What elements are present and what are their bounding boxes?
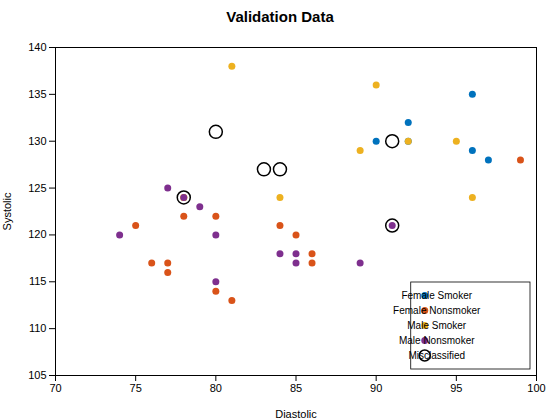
svg-text:Female Smoker: Female Smoker xyxy=(401,290,472,301)
svg-text:90: 90 xyxy=(370,382,382,394)
svg-text:Male Nonsmoker: Male Nonsmoker xyxy=(399,335,475,346)
svg-text:Male Smoker: Male Smoker xyxy=(407,320,467,331)
svg-text:105: 105 xyxy=(28,369,46,381)
svg-text:120: 120 xyxy=(28,228,46,240)
svg-text:70: 70 xyxy=(49,382,61,394)
svg-text:130: 130 xyxy=(28,135,46,147)
svg-text:85: 85 xyxy=(290,382,302,394)
svg-text:110: 110 xyxy=(29,322,47,334)
svg-text:140: 140 xyxy=(28,41,46,53)
svg-text:135: 135 xyxy=(28,88,46,100)
html-text:Validation Data: Validation Data xyxy=(226,8,334,25)
svg-text:115: 115 xyxy=(29,275,47,287)
svg-text:75: 75 xyxy=(130,382,142,394)
svg-text:Female Nonsmoker: Female Nonsmoker xyxy=(393,305,481,316)
svg-text:Systolic: Systolic xyxy=(1,192,13,230)
svg-text:125: 125 xyxy=(28,182,46,194)
svg-text:80: 80 xyxy=(210,382,222,394)
svg-text:Misclassified: Misclassified xyxy=(408,350,465,361)
svg-text:100: 100 xyxy=(527,382,545,394)
svg-text:95: 95 xyxy=(450,382,462,394)
svg-text:Diastolic: Diastolic xyxy=(275,408,317,420)
